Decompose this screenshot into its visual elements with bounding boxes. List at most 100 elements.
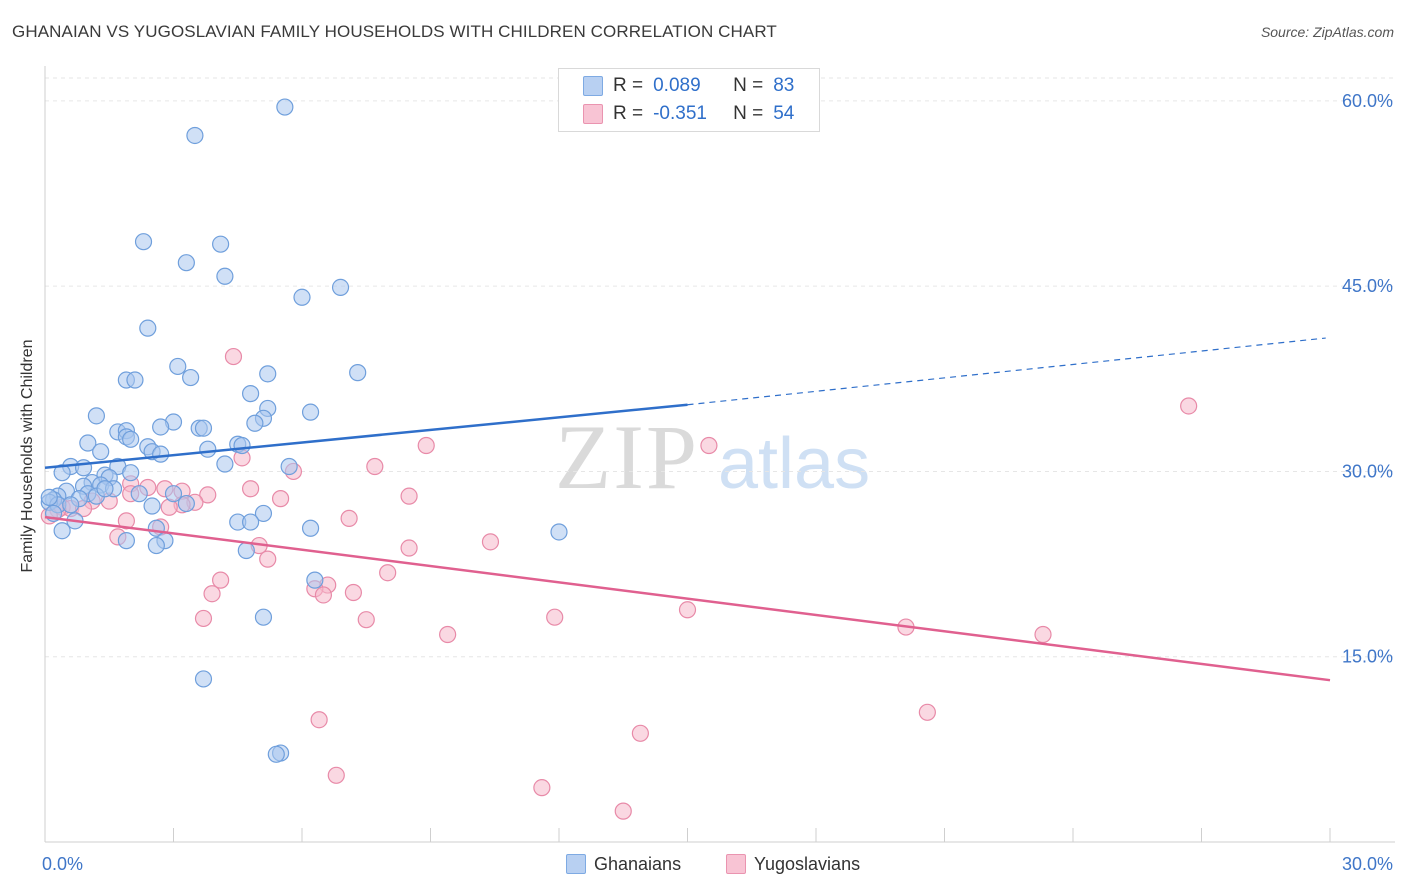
ghanaian-point (194, 670, 213, 688)
ghanaian-point (74, 459, 93, 477)
ghanaian-point (259, 365, 277, 383)
yugoslavian-point (203, 585, 221, 603)
bottom-legend-ghanaians-label: Ghanaians (594, 853, 682, 874)
ghanaians-trend-extension (687, 337, 1326, 406)
yugoslavian-point (212, 571, 230, 589)
legend-n-label: N = (733, 75, 764, 96)
y-tick-label: 30.0% (1342, 461, 1393, 481)
yugoslavian-point (400, 487, 418, 505)
ghanaian-point (40, 488, 58, 506)
y-tick-label: 45.0% (1342, 276, 1393, 296)
ghanaian-point (242, 513, 260, 531)
ghanaian-point (242, 385, 260, 403)
ghanaian-point (139, 319, 157, 337)
ghanaian-point (216, 267, 234, 285)
ghanaian-point (143, 497, 161, 515)
yugoslavian-point (366, 457, 384, 476)
yugoslavian-point (117, 512, 135, 530)
ghanaian-point (134, 233, 153, 251)
ghanaian-point (254, 608, 273, 626)
ghanaian-point (233, 436, 251, 455)
yugoslavians-r-value: -0.351 (653, 103, 707, 124)
yugoslavian-point (546, 608, 564, 626)
ghanaians-swatch-icon (583, 76, 603, 96)
legend-n-label: N = (733, 103, 764, 124)
yugoslavian-point (417, 436, 435, 455)
ghanaian-point (306, 571, 324, 589)
ghanaian-point (130, 485, 148, 503)
yugoslavian-point (194, 609, 213, 628)
yugoslavian-point (242, 480, 260, 498)
ghanaian-point (182, 368, 200, 387)
ghanaian-point (87, 407, 106, 425)
ghanaian-point (122, 430, 140, 448)
yugoslavian-point (918, 703, 936, 721)
ghanaian-point (126, 371, 144, 389)
y-tick-label: 60.0% (1342, 91, 1393, 111)
ghanaians-n-value: 83 (773, 75, 795, 96)
ghanaian-point (301, 403, 320, 421)
bottom-legend-ghanaians: Ghanaians (566, 852, 681, 876)
yugoslavian-point (327, 766, 345, 784)
legend-r-label: R = (613, 75, 644, 96)
yugoslavian-point (344, 583, 362, 602)
chart-title: GHANAIAN VS YUGOSLAVIAN FAMILY HOUSEHOLD… (12, 22, 777, 41)
yugoslavian-point (259, 550, 277, 568)
yugoslavian-point (314, 586, 333, 604)
yugoslavian-point (271, 490, 290, 508)
ghanaian-point (349, 364, 367, 382)
ghanaian-point (147, 536, 165, 555)
yugoslavian-point (533, 779, 551, 797)
ghanaian-point (186, 126, 204, 145)
yugoslavian-point (357, 611, 375, 629)
ghanaian-point (53, 464, 71, 482)
correlation-legend: R = 0.089 N = 83 R = -0.351 N = 54 (558, 68, 820, 132)
ghanaian-point (194, 419, 213, 437)
yugoslavians-n-value: 54 (773, 103, 795, 124)
yugoslavian-point (310, 711, 328, 729)
yugoslavian-point (379, 564, 397, 582)
ghanaian-point (199, 440, 217, 458)
ghanaian-point (216, 455, 234, 473)
ghanaian-point (177, 254, 195, 272)
ghanaian-point (79, 434, 97, 452)
legend-r-label: R = (613, 103, 644, 124)
bottom-legend-yugoslavians: Yugoslavians (726, 852, 860, 876)
bottom-legend-yugoslavians-label: Yugoslavians (754, 853, 861, 874)
ghanaian-point (177, 494, 195, 513)
ghanaian-point (267, 745, 285, 763)
ghanaian-point (117, 532, 135, 550)
ghanaian-point (53, 522, 71, 540)
ghanaians-r-value: 0.089 (653, 75, 701, 96)
legend-row-yugoslavians: R = -0.351 N = 54 (583, 101, 794, 127)
ghanaian-point (246, 414, 264, 432)
y-tick-label: 15.0% (1342, 647, 1393, 667)
yugoslavian-point (614, 802, 632, 820)
yugoslavians-swatch-icon (583, 104, 603, 124)
ghanaian-point (152, 445, 170, 463)
watermark-zip: ZIP (555, 406, 699, 508)
yugoslavian-point (199, 486, 217, 504)
ghanaians-trend-line (44, 403, 688, 469)
ghanaian-point (301, 519, 320, 537)
legend-row-ghanaians: R = 0.089 N = 83 (583, 73, 794, 99)
yugoslavian-point (439, 625, 457, 644)
ghanaian-point (152, 418, 170, 436)
ghanaian-point (280, 457, 298, 476)
ghanaian-point (169, 357, 187, 376)
ghanaian-point (254, 504, 273, 523)
ghanaian-point (92, 443, 110, 461)
ghanaian-point (276, 98, 294, 116)
ghanaian-point (122, 464, 140, 482)
x-tick-label: 30.0% (1342, 854, 1393, 874)
yugoslavian-point (340, 509, 358, 527)
ghanaian-point (237, 541, 255, 560)
source-credit: Source: ZipAtlas.com (1260, 24, 1394, 40)
ghanaian-point (331, 278, 350, 296)
ghanaian-point (164, 485, 183, 503)
yugoslavian-point (700, 436, 718, 455)
ghanaian-point (96, 480, 114, 498)
ghanaian-point (550, 523, 568, 541)
yugoslavian-point (1034, 625, 1052, 644)
